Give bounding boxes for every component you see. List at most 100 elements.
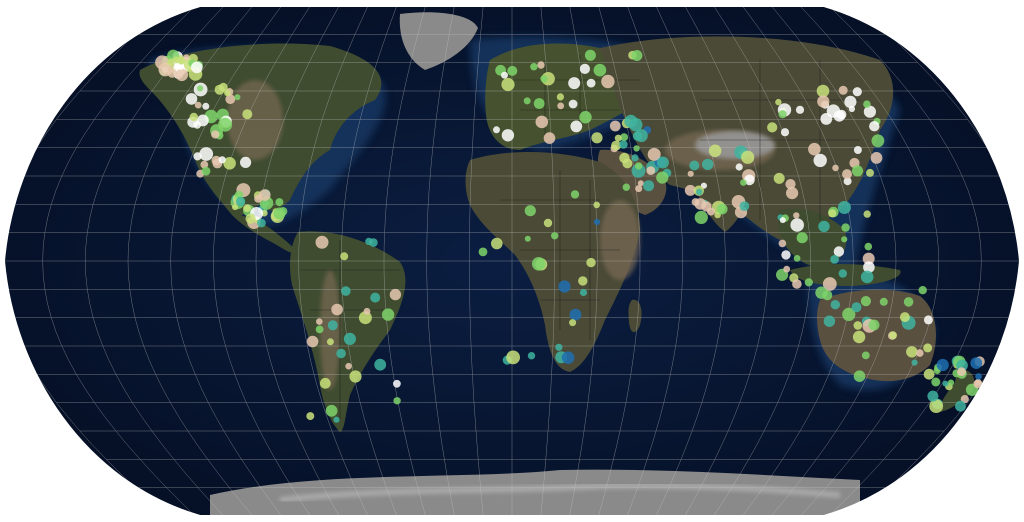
hotspot-dot <box>593 218 601 226</box>
hotspot-dot <box>841 236 848 243</box>
hotspot-dot <box>218 156 226 164</box>
greenland <box>399 12 478 71</box>
hotspot-dot <box>842 169 852 180</box>
meridian-line <box>857 6 1020 516</box>
meridian-line <box>298 6 369 516</box>
hotspot-dot <box>634 162 643 170</box>
hotspot-dot <box>197 85 204 92</box>
hotspot-dot <box>543 132 556 144</box>
hotspot-dot <box>792 279 802 289</box>
hotspot-dot <box>947 379 955 386</box>
hotspot-dot <box>524 205 536 217</box>
hotspot-dot <box>609 120 621 132</box>
hotspot-dot <box>389 288 402 301</box>
hotspot-dot <box>842 307 856 321</box>
hotspot-dot <box>331 303 343 316</box>
hotspot-dot <box>739 201 750 212</box>
hotspot-dot <box>501 129 515 142</box>
hotspot-dot <box>911 359 918 366</box>
hotspot-dot <box>275 198 284 207</box>
hotspot-dot <box>957 367 966 376</box>
meridian-line <box>383 6 426 516</box>
hotspot-dot <box>816 84 830 98</box>
hotspot-dot <box>214 84 225 95</box>
hotspot-dot <box>569 319 577 327</box>
hotspot-dot <box>632 131 643 141</box>
india <box>689 159 750 232</box>
hotspot-dot <box>478 247 488 257</box>
hotspot-dot <box>381 308 395 321</box>
hotspot-dot <box>556 93 565 101</box>
hotspot-dot <box>879 297 888 306</box>
hotspot-dot <box>785 179 796 190</box>
hotspot-dot <box>614 134 622 142</box>
hotspot-dot <box>569 308 582 321</box>
meridian-line <box>255 6 340 516</box>
hotspot-dot <box>611 140 621 151</box>
hotspot-dot <box>861 351 870 360</box>
hotspot-dot <box>551 232 559 240</box>
hotspot-dot <box>319 377 331 389</box>
hotspot-dot <box>584 49 596 61</box>
hotspot-dot <box>167 58 175 66</box>
hotspot-dot <box>558 280 571 293</box>
graticule <box>4 6 1020 516</box>
hotspot-dot <box>889 331 897 340</box>
hotspot-dot <box>783 265 791 273</box>
hotspot-dot <box>568 77 581 90</box>
hotspot-dot <box>336 348 346 359</box>
hotspot-dot <box>491 237 503 250</box>
hotspot-dot <box>779 217 786 224</box>
hotspot-dot <box>780 128 790 137</box>
hotspot-dot <box>315 325 324 334</box>
hotspot-dot <box>242 109 253 120</box>
hotspot-dot <box>852 87 862 97</box>
hotspot-dot <box>838 269 847 278</box>
hotspot-dot <box>189 112 198 122</box>
hotspot-dot <box>838 85 848 95</box>
hotspot-dot <box>194 101 202 109</box>
hotspot-dot <box>363 307 371 315</box>
hotspot-dot <box>619 140 628 149</box>
meridian-line <box>127 6 253 516</box>
hotspot-dot <box>813 153 827 168</box>
hotspot-dot <box>633 145 640 152</box>
hotspot-dot <box>853 370 866 383</box>
hotspot-dot <box>828 209 837 218</box>
hotspot-dot <box>786 187 799 200</box>
hotspot-dot <box>197 114 209 127</box>
hotspot-dot <box>325 404 338 417</box>
hotspot-dot <box>684 184 696 196</box>
hotspot-dot <box>804 278 813 287</box>
hotspot-dot <box>822 290 833 301</box>
hotspot-dot <box>578 276 588 286</box>
hotspot-dot <box>579 288 588 297</box>
hotspot-dot <box>716 203 728 215</box>
hotspot-dot <box>501 71 508 79</box>
hotspot-dot <box>631 50 643 61</box>
hotspot-dot <box>832 164 839 172</box>
hotspot-dot <box>848 105 856 113</box>
hotspot-dot <box>340 252 349 261</box>
hotspot-dot <box>191 61 203 74</box>
hotspot-dot <box>635 185 643 193</box>
meridian-line <box>341 6 397 516</box>
hotspot-dot <box>942 380 949 387</box>
hotspot-dot <box>393 397 401 405</box>
hotspot-dot <box>844 95 857 108</box>
hotspot-dot <box>586 78 596 88</box>
hotspot-dot <box>656 156 669 169</box>
hotspot-dot <box>696 188 703 196</box>
hotspot-dot <box>852 330 866 344</box>
hotspot-dot <box>818 220 830 233</box>
hotspot-dot <box>775 98 782 106</box>
hotspot-dot <box>923 368 935 380</box>
hotspot-dot <box>863 105 877 118</box>
hotspot-dot <box>864 242 873 251</box>
hotspot-dot <box>177 56 186 65</box>
hotspot-dot <box>871 134 885 148</box>
hotspot-dot <box>202 102 210 110</box>
hotspot-dot <box>767 122 778 133</box>
hotspot-dot <box>591 132 603 144</box>
